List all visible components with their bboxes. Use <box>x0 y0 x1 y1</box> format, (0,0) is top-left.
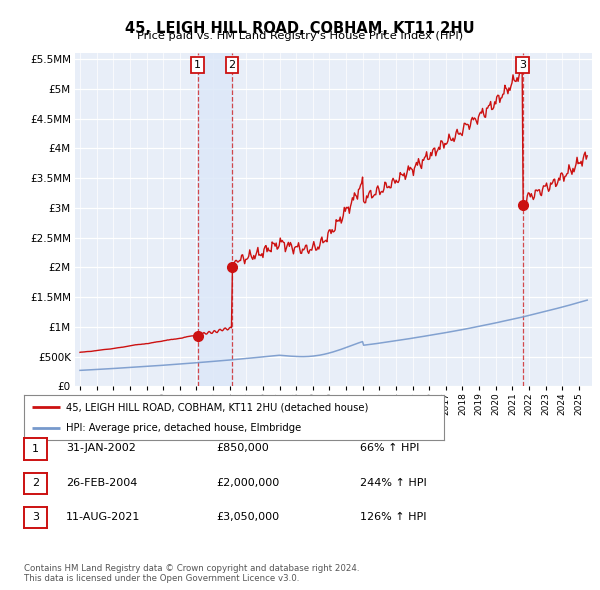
Text: 11-AUG-2021: 11-AUG-2021 <box>66 512 140 522</box>
Text: 31-JAN-2002: 31-JAN-2002 <box>66 444 136 453</box>
Text: 45, LEIGH HILL ROAD, COBHAM, KT11 2HU (detached house): 45, LEIGH HILL ROAD, COBHAM, KT11 2HU (d… <box>66 402 368 412</box>
Text: 45, LEIGH HILL ROAD, COBHAM, KT11 2HU: 45, LEIGH HILL ROAD, COBHAM, KT11 2HU <box>125 21 475 35</box>
Text: HPI: Average price, detached house, Elmbridge: HPI: Average price, detached house, Elmb… <box>66 422 301 432</box>
Text: £2,000,000: £2,000,000 <box>216 478 279 487</box>
Text: 26-FEB-2004: 26-FEB-2004 <box>66 478 137 487</box>
Text: £3,050,000: £3,050,000 <box>216 512 279 522</box>
Text: 126% ↑ HPI: 126% ↑ HPI <box>360 512 427 522</box>
Text: 3: 3 <box>519 60 526 70</box>
Text: 3: 3 <box>32 513 39 522</box>
Text: 66% ↑ HPI: 66% ↑ HPI <box>360 444 419 453</box>
Text: This data is licensed under the Open Government Licence v3.0.: This data is licensed under the Open Gov… <box>24 574 299 583</box>
Text: £850,000: £850,000 <box>216 444 269 453</box>
Bar <box>198 53 232 386</box>
Text: 244% ↑ HPI: 244% ↑ HPI <box>360 478 427 487</box>
Text: 2: 2 <box>229 60 236 70</box>
Text: 1: 1 <box>32 444 39 454</box>
Text: Contains HM Land Registry data © Crown copyright and database right 2024.: Contains HM Land Registry data © Crown c… <box>24 565 359 573</box>
Text: Price paid vs. HM Land Registry's House Price Index (HPI): Price paid vs. HM Land Registry's House … <box>137 31 463 41</box>
Text: 1: 1 <box>194 60 201 70</box>
Text: 2: 2 <box>32 478 39 488</box>
